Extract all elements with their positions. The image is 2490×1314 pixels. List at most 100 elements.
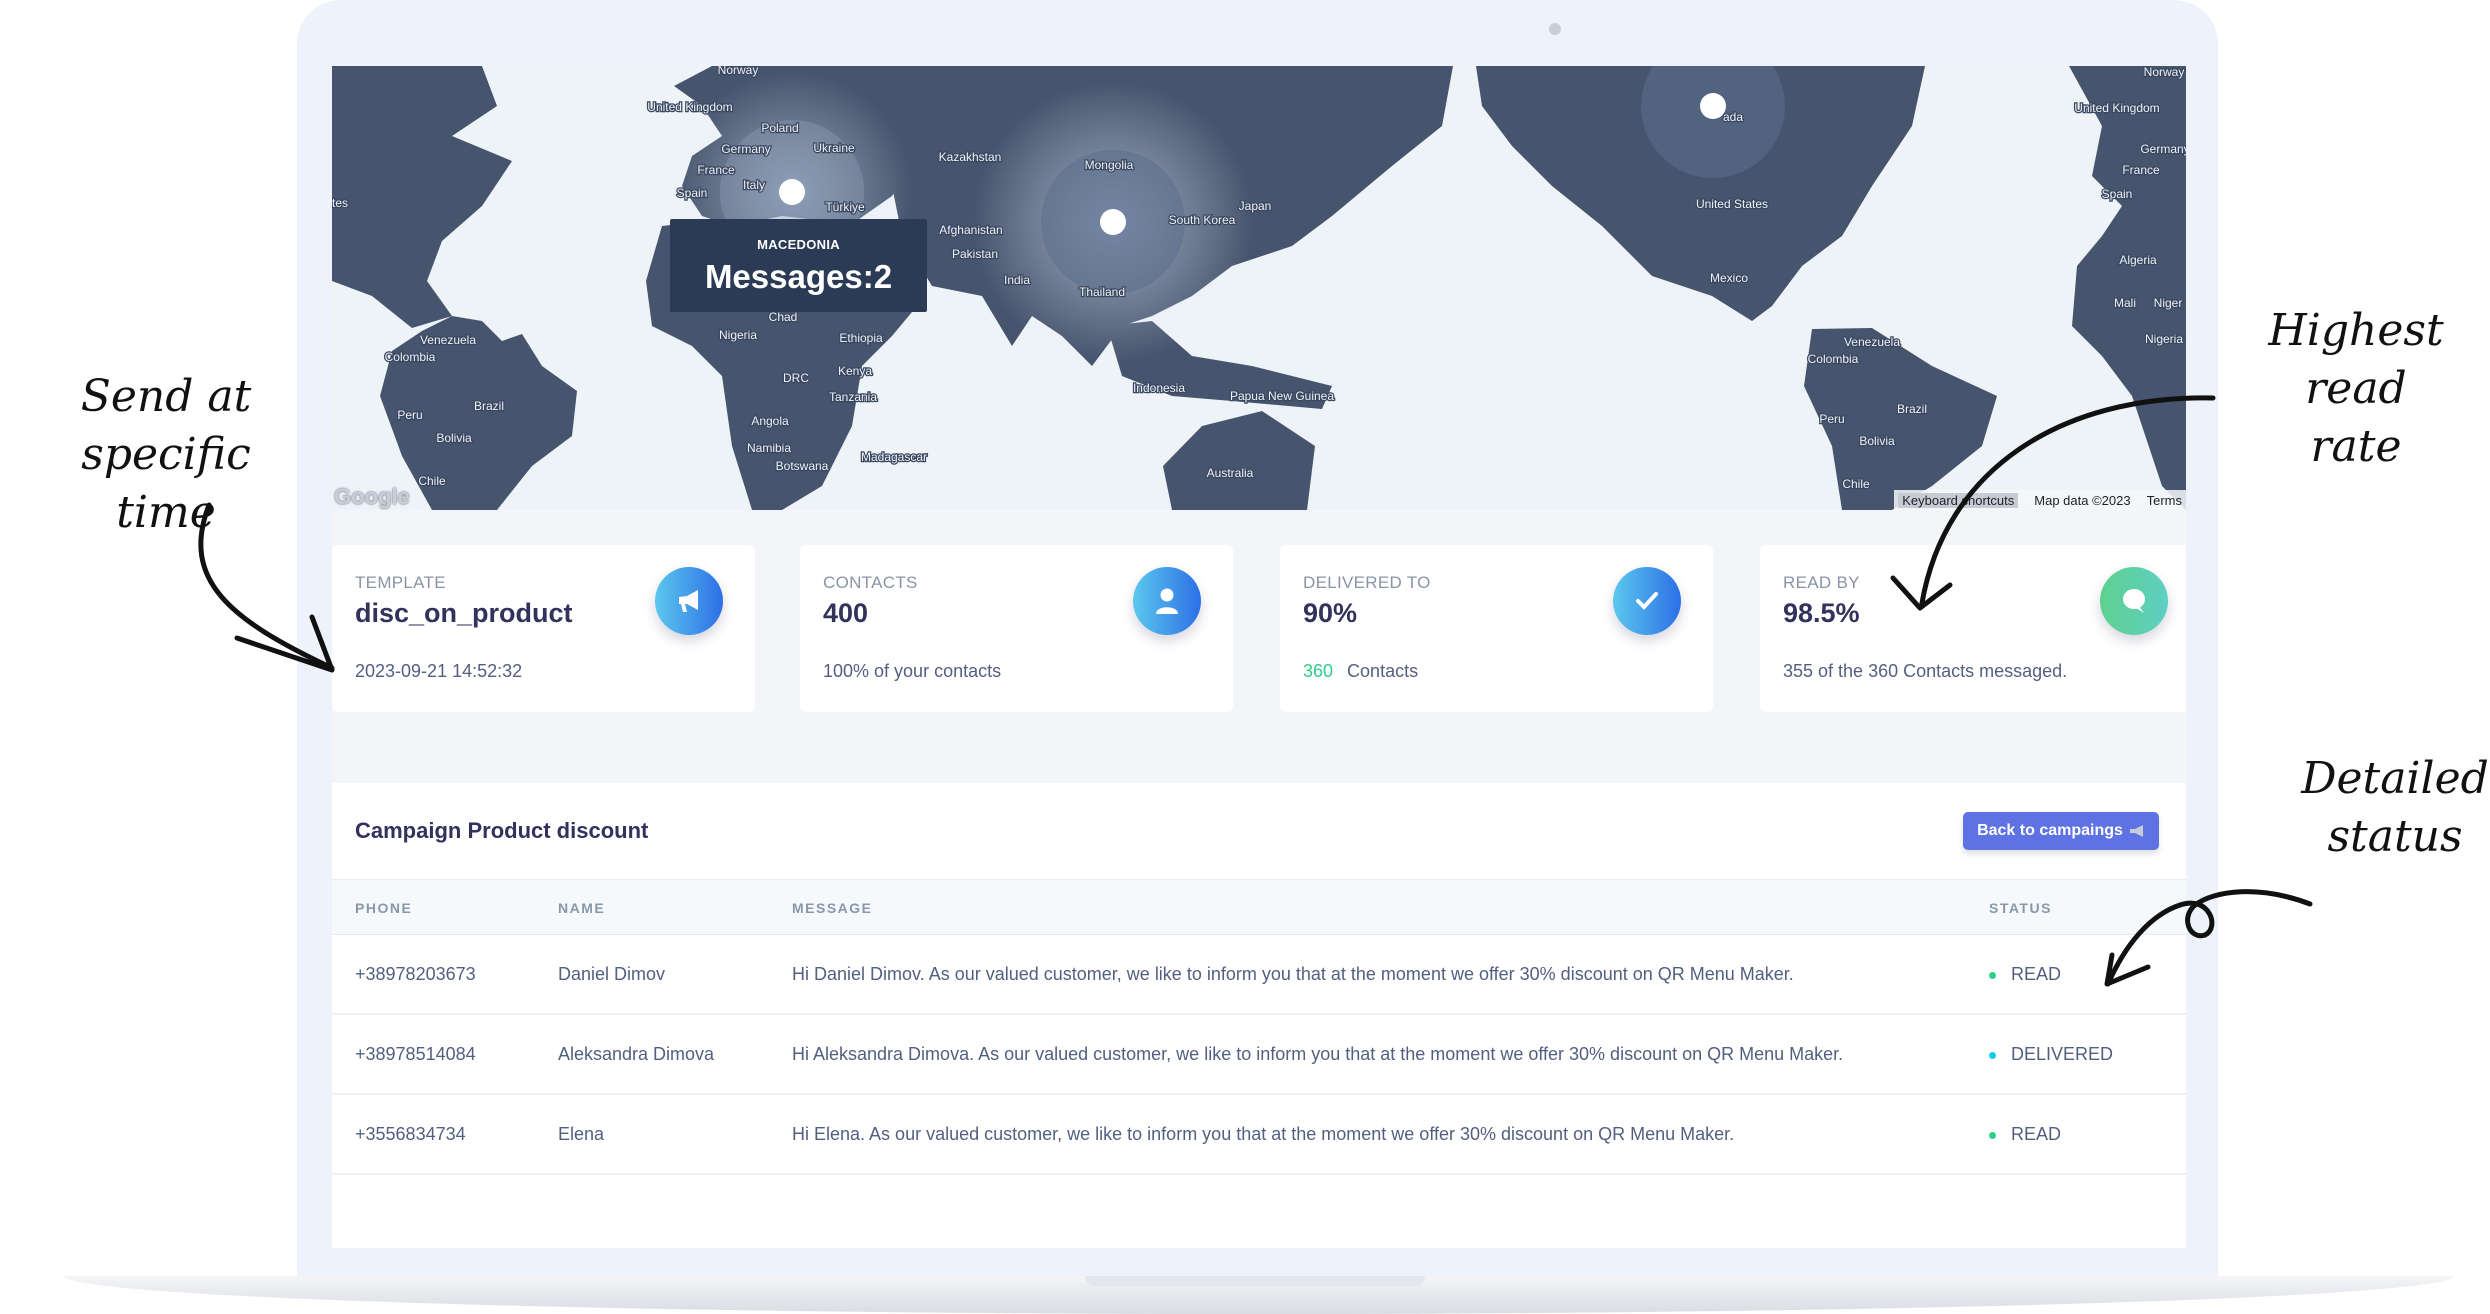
laptop-notch: [1085, 1276, 1425, 1286]
map-label: Mongolia: [1085, 158, 1134, 172]
map-label: Spain: [677, 186, 708, 200]
arrow-detailed-status: [2104, 889, 2313, 987]
map-label: Kenya: [838, 364, 872, 378]
map-marker-asia[interactable]: [1100, 209, 1126, 235]
map-label: Nigeria: [2145, 332, 2183, 346]
status-badge: DELIVERED: [2011, 1044, 2114, 1064]
card-value: disc_on_product: [355, 598, 573, 628]
map-label: Indonesia: [1133, 381, 1185, 395]
phone-cell: +38978203673: [355, 964, 476, 984]
map-marker-north-america[interactable]: [1700, 93, 1726, 119]
read-by-card: READ BY 98.5% 355 of the 360 Contacts me…: [1760, 545, 2186, 712]
annotation-line: status: [2327, 811, 2463, 862]
column-name[interactable]: NAME: [558, 900, 606, 916]
back-to-campaigns-button[interactable]: Back to campaings: [1963, 812, 2159, 850]
map-label: Kazakhstan: [939, 150, 1002, 164]
status-badge: READ: [2011, 964, 2062, 984]
name-cell: Elena: [558, 1124, 605, 1144]
map-label: Madagascar: [861, 450, 927, 464]
map-label: Colombia: [1808, 352, 1859, 366]
table-row[interactable]: +38978203673 Daniel Dimov Hi Daniel Dimo…: [332, 935, 2186, 1015]
map-label: Niger: [2154, 296, 2183, 310]
map-label: ada: [1723, 110, 1743, 124]
message-cell: Hi Elena. As our valued customer, we lik…: [792, 1124, 1735, 1144]
map-label: DRC: [783, 371, 809, 385]
map-label: Chile: [418, 474, 446, 488]
delivered-card: DELIVERED TO 90% 360 Contacts: [1280, 545, 1713, 712]
annotation-line: Highest read: [2268, 305, 2444, 414]
arrow-send-time: [198, 502, 335, 673]
status-badge: READ: [2011, 1124, 2062, 1144]
card-footer: 100% of your contacts: [823, 661, 1002, 681]
column-status[interactable]: STATUS: [1989, 900, 2052, 916]
map-label: Germany: [721, 142, 770, 156]
card-label: CONTACTS: [823, 573, 918, 592]
map-label: France: [2122, 163, 2160, 177]
card-footer: 2023-09-21 14:52:32: [355, 661, 523, 681]
map-label: Venezuela: [420, 333, 476, 347]
map-label: United Kingdom: [2074, 101, 2159, 115]
status-dot-icon: [1989, 1051, 1996, 1059]
google-logo: Google: [334, 484, 410, 509]
map-label: United Kingdom: [647, 100, 732, 114]
map-label: Papua New Guinea: [1230, 389, 1334, 403]
world-map[interactable]: Norway United Kingdom Poland Germany Ukraine…: [332, 66, 2186, 510]
arrow-highest-read: [1890, 395, 2216, 611]
annotation-send-time: Send at specific time: [6, 368, 326, 542]
map-label: Peru: [397, 408, 422, 422]
map-labels: Norway United Kingdom Poland Germany Ukraine…: [332, 66, 2186, 492]
map-label: Bolivia: [1859, 434, 1895, 448]
screen: Norway United Kingdom Poland Germany Ukraine…: [332, 66, 2186, 1248]
annotation-detailed-status: Detailed status: [2290, 750, 2490, 866]
status-cell: READ: [1989, 964, 2061, 985]
map-label: Australia: [1207, 466, 1254, 480]
keyboard-shortcuts-link[interactable]: Keyboard shortcuts: [1898, 492, 2019, 508]
map-label: Tanzania: [829, 390, 877, 404]
map-tooltip: MACEDONIA Messages:2: [670, 219, 927, 312]
map-label: Germany: [2140, 142, 2186, 156]
message-cell: Hi Aleksandra Dimova. As our valued cust…: [792, 1044, 1844, 1064]
phone-cell: +38978514084: [355, 1044, 476, 1064]
card-label: READ BY: [1783, 573, 1860, 592]
map-label: Namibia: [747, 441, 791, 455]
map-label: Botswana: [776, 459, 829, 473]
card-value: 400: [823, 598, 869, 628]
map-label: Italy: [743, 178, 765, 192]
column-phone[interactable]: PHONE: [355, 900, 413, 916]
contacts-card: CONTACTS 400 100% of your contacts: [800, 545, 1233, 712]
column-message[interactable]: MESSAGE: [792, 900, 873, 916]
map-label: France: [697, 163, 735, 177]
map-label: Norway: [718, 66, 759, 77]
map-label: Norway: [2144, 66, 2185, 79]
map-marker-macedonia[interactable]: [779, 179, 805, 205]
card-value: 98.5%: [1783, 598, 1860, 628]
card-footer: 355 of the 360 Contacts messaged.: [1783, 661, 2068, 681]
table-row[interactable]: +38978514084 Aleksandra Dimova Hi Aleksa…: [332, 1015, 2186, 1095]
map-label: South Korea: [1169, 213, 1236, 227]
message-cell: Hi Daniel Dimov. As our valued customer,…: [792, 964, 1794, 984]
map-label: Thailand: [1079, 285, 1125, 299]
annotation-line: Detailed: [2301, 753, 2489, 804]
delivered-count: 360: [1303, 661, 1334, 681]
campaign-panel: Campaign Product discount Back to campai…: [332, 783, 2186, 1248]
map-label: Angola: [751, 414, 789, 428]
megaphone-icon: [2129, 825, 2143, 837]
phone-cell: +3556834734: [355, 1124, 466, 1144]
map-label: Ukraine: [813, 141, 855, 155]
map-label: Nigeria: [719, 328, 757, 342]
land-masses: [332, 66, 2186, 510]
map-label: Peru: [1819, 412, 1844, 426]
map-label: Japan: [1239, 199, 1272, 213]
map-label: Türkiye: [825, 200, 865, 214]
map-label: Chad: [769, 310, 798, 324]
table-header: PHONE NAME MESSAGE STATUS: [332, 879, 2186, 935]
map-label: Colombia: [385, 350, 436, 364]
annotation-line: time: [116, 487, 216, 538]
camera-dot: [1549, 23, 1561, 35]
megaphone-icon: [655, 567, 723, 635]
terms-link[interactable]: Terms: [2146, 492, 2182, 508]
campaign-title: Campaign Product discount: [355, 818, 649, 843]
user-icon: [1133, 567, 1201, 635]
table-row[interactable]: +3556834734 Elena Hi Elena. As our value…: [332, 1095, 2186, 1175]
